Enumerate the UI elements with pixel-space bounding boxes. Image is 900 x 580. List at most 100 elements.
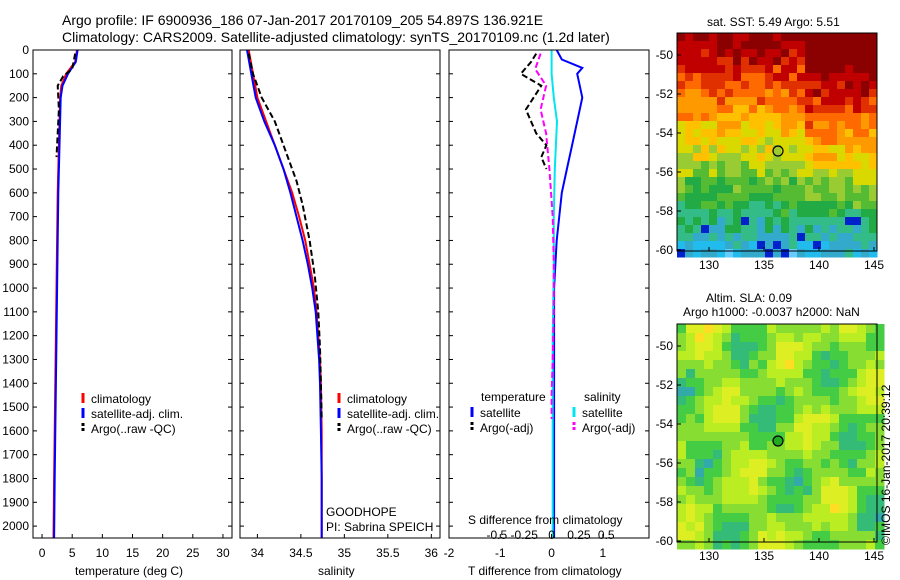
sst-map-cell [829,113,838,122]
sst-map-cell [829,105,838,114]
sla-map-cell [722,495,732,505]
sla-map-cell [749,324,759,334]
sst-map-cell [677,73,686,82]
sla-map-cell [704,360,714,370]
sla-map-cell [704,378,714,388]
sst-map-cell [749,129,758,138]
sst-map-cell [717,153,726,162]
sst-map-cell [789,41,798,50]
sla-map-cell [866,540,876,550]
sst-map-cell [853,129,862,138]
sst-map-cell [805,97,814,106]
sla-map-cell [839,342,849,352]
sla-map-cell [785,396,795,406]
sla-map-cell [749,387,759,397]
sst-map-cell [709,49,718,58]
sst-map-cell [797,65,806,74]
sla-map-cell [677,459,687,469]
sst-map-cell [749,137,758,146]
sst-map-cell [741,121,750,130]
sla-map-cell [839,459,849,469]
sst-map-cell [693,177,702,186]
sla-map-cell [866,459,876,469]
sst-map-cell [797,233,806,242]
sla-map-cell [875,396,885,406]
sst-map-cell [733,129,742,138]
sst-map-cell [677,209,686,218]
sst-map-cell [869,241,878,250]
sst-map-cell [709,241,718,250]
sla-map-cell [866,450,876,460]
sla-map-cell [713,441,723,451]
sla-map-cell [821,486,831,496]
sla-map-cell [812,342,822,352]
sla-map-cell [722,333,732,343]
sla-map-cell [749,513,759,523]
sst-map-cell [725,49,734,58]
sla-map-cell [740,405,750,415]
sla-map-cell [785,441,795,451]
salinity-legend-label: Argo(..raw -QC) [347,422,432,436]
sla-map-cell [839,387,849,397]
sst-map-cell [685,49,694,58]
sst-map-cell [725,113,734,122]
sla-map-cell [758,342,768,352]
sla-map-cell [857,387,867,397]
sst-map-cell [797,177,806,186]
sst-map-cell [861,185,870,194]
sst-map-cell [709,113,718,122]
sst-map-cell [813,49,822,58]
sst-map-cell [781,233,790,242]
depth-tick-label: 700 [9,210,29,224]
sla-map-cell [830,513,840,523]
sla-map-cell [812,396,822,406]
sla-map-cell [785,405,795,415]
sla-map-cell [731,441,741,451]
t-difference-axis-label: T difference from climatology [468,564,622,578]
sst-map-cell [789,137,798,146]
sst-map-cell [789,113,798,122]
sla-map-cell [776,522,786,532]
sla-map-cell [812,504,822,514]
temperature-tick-label: 5 [69,546,76,560]
sla-map-cell [785,378,795,388]
sla-map-cell [866,387,876,397]
sla-map-cell [857,432,867,442]
sla-map-cell [758,414,768,424]
sst-map-cell [677,201,686,210]
sst-map-cell [861,49,870,58]
sla-map-cell [704,423,714,433]
sst-map-cell [725,121,734,130]
depth-tick-label: 1400 [2,376,29,390]
sst-map-cell [765,81,774,90]
sst-map-cell [829,233,838,242]
sst-map-cell [773,233,782,242]
sla-map-cell [731,405,741,415]
sst-map-cell [741,65,750,74]
sst-map-cell [685,57,694,66]
sst-map-cell [821,185,830,194]
sst-map-cell [677,145,686,154]
sst-map-cell [765,49,774,58]
sla-map-cell [767,369,777,379]
depth-tick-label: 300 [9,114,29,128]
sst-map-cell [845,73,854,82]
sla-map-cell [875,540,885,550]
sst-map-cell [797,225,806,234]
sst-map-cell [845,249,854,258]
sla-map-cell [776,504,786,514]
sst-map-cell [733,105,742,114]
sst-map-cell [701,33,710,42]
sst-map-cell [741,153,750,162]
sla-map-cell [830,531,840,541]
sla-map-cell [758,369,768,379]
sst-map-cell [781,33,790,42]
sst-map-cell [725,105,734,114]
sla-map-cell [704,495,714,505]
sst-map-cell [805,241,814,250]
sst-map-cell [821,65,830,74]
sst-map-cell [757,233,766,242]
sst-map-cell [693,105,702,114]
sla-map-cell [812,369,822,379]
sla-map-cell [740,477,750,487]
